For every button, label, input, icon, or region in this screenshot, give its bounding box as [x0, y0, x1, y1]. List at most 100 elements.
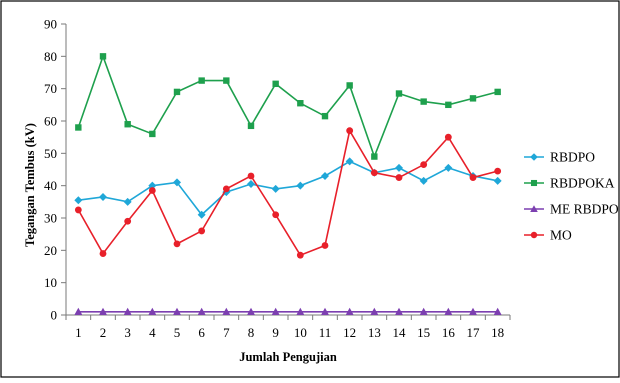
data-point-rbdpoka	[297, 100, 304, 107]
data-point-me-rbdpo	[444, 307, 453, 315]
y-tick-label: 60	[44, 114, 57, 129]
data-point-mo	[198, 227, 206, 235]
x-tick-label: 9	[272, 325, 279, 340]
legend-label: RBDPO	[550, 150, 595, 165]
data-point-rbdpo	[271, 184, 280, 193]
data-point-me-rbdpo	[321, 307, 329, 315]
series-me-rbdpo	[74, 307, 502, 315]
data-point-rbdpo	[197, 210, 206, 219]
data-point-mo	[370, 169, 378, 177]
x-tick-label: 13	[368, 325, 381, 340]
x-tick-label: 15	[417, 325, 430, 340]
y-tick-label: 40	[44, 178, 57, 193]
x-tick-label: 6	[198, 325, 205, 340]
data-point-me-rbdpo	[370, 307, 379, 315]
data-point-rbdpo	[173, 178, 181, 187]
data-point-me-rbdpo	[395, 307, 403, 315]
data-point-rbdpo	[123, 197, 132, 206]
legend-item-rbdpoka: RBDPOKA	[524, 176, 615, 191]
y-tick-label: 30	[44, 211, 57, 226]
x-tick-label: 18	[491, 325, 504, 340]
data-point-me-rbdpo	[419, 307, 428, 315]
data-point-mo	[272, 211, 280, 219]
data-point-me-rbdpo	[247, 307, 255, 315]
data-point-me-rbdpo	[296, 307, 305, 315]
series-line-rbdpo	[78, 160, 498, 216]
data-point-me-rbdpo	[222, 307, 231, 315]
data-point-rbdpo	[345, 157, 354, 166]
legend-label: RBDPOKA	[550, 176, 615, 191]
data-point-rbdpo	[148, 181, 157, 190]
x-axis-title: Jumlah Pengujian	[239, 350, 337, 364]
y-tick-label: 80	[44, 49, 57, 64]
series-layer	[74, 53, 502, 315]
x-tick-label: 10	[294, 325, 307, 340]
legend-item-mo: MO	[524, 228, 572, 243]
x-tick-label: 17	[467, 325, 481, 340]
legend-swatch-marker	[530, 153, 538, 161]
legend-label: ME RBDPO	[550, 202, 619, 217]
x-tick-label: 8	[248, 325, 255, 340]
legend-label: MO	[550, 228, 572, 243]
x-tick-label: 4	[149, 325, 156, 340]
series-rbdpoka	[75, 53, 501, 160]
data-point-rbdpoka	[445, 101, 452, 109]
data-point-me-rbdpo	[271, 307, 280, 315]
data-point-rbdpoka	[321, 112, 329, 120]
data-point-rbdpo	[296, 181, 305, 190]
y-tick-label: 10	[44, 275, 57, 290]
data-point-rbdpoka	[247, 122, 255, 130]
data-point-rbdpoka	[395, 90, 403, 97]
data-point-rbdpoka	[346, 82, 353, 89]
x-tick-label: 5	[174, 325, 181, 340]
data-point-me-rbdpo	[148, 307, 157, 315]
x-tick-label: 16	[442, 325, 456, 340]
data-point-rbdpo	[444, 163, 453, 172]
data-point-mo	[222, 185, 230, 193]
data-point-me-rbdpo	[123, 307, 132, 315]
legend-item-me-rbdpo: ME RBDPO	[524, 202, 619, 217]
x-tick-label: 11	[319, 325, 332, 340]
data-point-rbdpo	[419, 176, 428, 185]
data-point-mo	[395, 174, 403, 181]
data-point-rbdpoka	[75, 124, 82, 131]
x-tick-label: 3	[124, 325, 131, 340]
legend-swatch-marker	[530, 231, 538, 239]
data-point-mo	[469, 174, 477, 181]
data-point-rbdpoka	[99, 53, 107, 60]
legend-item-rbdpo: RBDPO	[524, 150, 595, 165]
series-line-mo	[77, 128, 498, 257]
y-tick-label: 20	[44, 243, 57, 258]
y-tick-label: 70	[44, 81, 57, 96]
data-point-mo	[124, 217, 132, 225]
data-point-mo	[321, 242, 329, 249]
data-point-me-rbdpo	[345, 307, 354, 315]
series-line-rbdpoka	[77, 53, 498, 159]
y-tick-label: 0	[51, 308, 58, 323]
x-tick-label: 7	[223, 325, 230, 340]
series-mo	[74, 127, 502, 259]
data-point-rbdpoka	[494, 88, 501, 96]
data-point-rbdpo	[395, 163, 403, 172]
x-tick-label: 12	[343, 325, 356, 340]
x-axis-ticks: 1 2 3 4 5 6 7 8 9 10 11 12 13 14 15 16 17 18	[65, 315, 511, 340]
data-point-rbdpo	[321, 171, 329, 180]
data-point-me-rbdpo	[173, 307, 181, 315]
data-point-rbdpo	[99, 192, 107, 201]
data-point-rbdpo	[74, 196, 83, 205]
data-point-rbdpoka	[223, 77, 230, 84]
legend: RBDPO RBDPOKA ME RBDPO MO	[524, 150, 619, 243]
data-point-mo	[148, 187, 156, 194]
data-point-rbdpoka	[272, 80, 279, 88]
y-axis-title: Tegangan Tembus (kV)	[23, 123, 37, 247]
data-point-me-rbdpo	[493, 307, 502, 315]
data-point-mo	[346, 127, 354, 135]
data-point-me-rbdpo	[197, 307, 206, 315]
legend-swatch-marker	[530, 205, 538, 213]
data-point-mo	[444, 133, 452, 141]
data-point-rbdpoka	[124, 121, 131, 128]
